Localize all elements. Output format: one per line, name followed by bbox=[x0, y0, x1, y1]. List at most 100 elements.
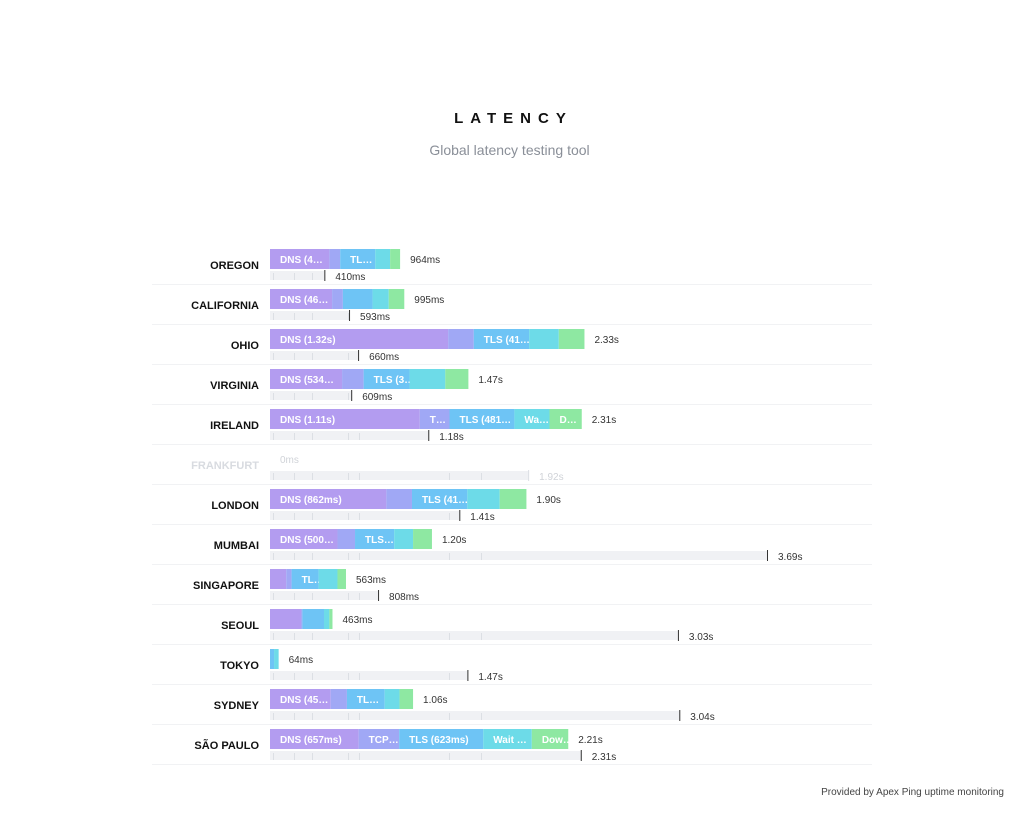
track-tick bbox=[273, 313, 274, 320]
segment-label-dns: DNS (500… bbox=[280, 535, 334, 546]
secondary-value: 3.04s bbox=[690, 712, 714, 723]
total-value: 0ms bbox=[280, 455, 299, 466]
track-tick bbox=[273, 553, 274, 560]
segment-dns bbox=[270, 689, 331, 709]
track-tick bbox=[294, 433, 295, 440]
secondary-marker bbox=[428, 430, 430, 441]
segment-label-dns: DNS (1.11s) bbox=[280, 415, 335, 426]
segment-tls bbox=[363, 369, 410, 389]
latency-row[interactable]: IRELAND DNS (1.11s) T… TLS (481… Wa… D… 2.31s 1… bbox=[152, 409, 872, 445]
segment-download bbox=[558, 329, 585, 349]
row-divider bbox=[152, 324, 872, 325]
segment-download bbox=[549, 409, 582, 429]
track-tick bbox=[359, 553, 360, 560]
track-tick bbox=[273, 393, 274, 400]
segment-tcp bbox=[337, 529, 356, 549]
latency-row[interactable]: TOKYO 64ms 1.47s bbox=[152, 649, 872, 685]
track-tick bbox=[273, 713, 274, 720]
latency-row[interactable]: OHIO DNS (1.32s) TLS (41… 2.33s 660ms bbox=[152, 329, 872, 365]
latency-row[interactable]: OREGON DNS (4… TL… 964ms 410ms bbox=[152, 249, 872, 285]
segment-tls bbox=[346, 689, 385, 709]
segment-tls bbox=[411, 489, 468, 509]
track-tick bbox=[312, 313, 313, 320]
segment-label-dns: DNS (534… bbox=[280, 375, 334, 386]
latency-row[interactable]: MUMBAI DNS (500… TLS… 1.20s 3.69s bbox=[152, 529, 872, 565]
track-tick bbox=[273, 633, 274, 640]
track-tick bbox=[348, 433, 349, 440]
track-tick bbox=[294, 353, 295, 360]
segment-label-download: D… bbox=[560, 415, 577, 426]
secondary-value: 1.41s bbox=[470, 512, 494, 523]
track-tick bbox=[359, 513, 360, 520]
row-divider bbox=[152, 724, 872, 725]
segment-wait bbox=[274, 649, 279, 669]
track-tick bbox=[294, 673, 295, 680]
track-tick bbox=[481, 473, 482, 480]
track-tick bbox=[481, 753, 482, 760]
segment-wait bbox=[318, 569, 338, 589]
segment-download bbox=[531, 729, 569, 749]
segment-tls bbox=[473, 329, 530, 349]
track-tick bbox=[348, 713, 349, 720]
row-divider bbox=[152, 684, 872, 685]
segment-tcp bbox=[342, 369, 364, 389]
segment-label-tls: TLS (481… bbox=[459, 415, 511, 426]
track-tick bbox=[348, 673, 349, 680]
segment-tcp bbox=[332, 289, 343, 309]
secondary-marker bbox=[677, 630, 679, 641]
segment-label-dns: DNS (862ms) bbox=[280, 495, 342, 506]
track-tick bbox=[449, 713, 450, 720]
latency-row[interactable]: SÃO PAULO DNS (657ms) TCP… TLS (623ms) Wait … bbox=[152, 729, 872, 765]
track-tick bbox=[273, 473, 274, 480]
track-tick bbox=[312, 353, 313, 360]
segment-wait bbox=[514, 409, 550, 429]
secondary-marker bbox=[349, 310, 351, 321]
segment-label-dns: DNS (45… bbox=[280, 695, 328, 706]
secondary-track bbox=[270, 391, 353, 400]
track-tick bbox=[449, 553, 450, 560]
segment-label-tls: TL… bbox=[350, 255, 372, 266]
segment-label-dns: DNS (657ms) bbox=[280, 735, 342, 746]
track-tick bbox=[359, 633, 360, 640]
latency-row[interactable]: SYDNEY DNS (45… TL… 1.06s 3.04s bbox=[152, 689, 872, 725]
track-tick bbox=[294, 393, 295, 400]
secondary-value: 593ms bbox=[360, 312, 390, 323]
latency-row[interactable]: FRANKFURT 0ms 1.92s bbox=[152, 455, 872, 485]
track-tick bbox=[348, 753, 349, 760]
segment-label-tls: TL… bbox=[357, 695, 379, 706]
track-tick bbox=[312, 753, 313, 760]
region-label: FRANKFURT bbox=[191, 460, 259, 472]
segment-tcp bbox=[386, 489, 412, 509]
total-value: 2.31s bbox=[592, 415, 616, 426]
track-tick bbox=[348, 513, 349, 520]
segment-wait bbox=[375, 249, 391, 269]
total-value: 64ms bbox=[289, 655, 313, 666]
segment-wait bbox=[483, 729, 532, 749]
track-tick bbox=[348, 593, 349, 600]
latency-row[interactable]: LONDON DNS (862ms) TLS (41… 1.90s 1.41s bbox=[152, 489, 872, 525]
latency-row[interactable]: VIRGINIA DNS (534… TLS (3… 1.47s 609ms bbox=[152, 369, 872, 405]
secondary-marker bbox=[528, 470, 530, 481]
track-tick bbox=[294, 633, 295, 640]
segment-tls bbox=[342, 289, 373, 309]
segment-label-tls: TLS (3… bbox=[374, 375, 415, 386]
secondary-marker bbox=[378, 590, 380, 601]
total-value: 563ms bbox=[356, 575, 386, 586]
secondary-marker bbox=[459, 510, 461, 521]
track-tick bbox=[359, 433, 360, 440]
secondary-value: 660ms bbox=[369, 352, 399, 363]
latency-row[interactable]: SEOUL 463ms 3.03s bbox=[152, 609, 872, 645]
segment-wait bbox=[372, 289, 389, 309]
secondary-track bbox=[270, 351, 360, 360]
secondary-track bbox=[270, 711, 681, 720]
segment-label-tcp: T… bbox=[430, 415, 446, 426]
track-tick bbox=[312, 273, 313, 280]
segment-label-dns: DNS (1.32s) bbox=[280, 335, 336, 346]
secondary-value: 3.69s bbox=[778, 552, 802, 563]
segment-tls bbox=[355, 529, 395, 549]
latency-row[interactable]: CALIFORNIA DNS (46… 995ms 593ms bbox=[152, 289, 872, 325]
track-tick bbox=[348, 473, 349, 480]
segment-dns bbox=[270, 369, 343, 389]
segment-download bbox=[399, 689, 414, 709]
